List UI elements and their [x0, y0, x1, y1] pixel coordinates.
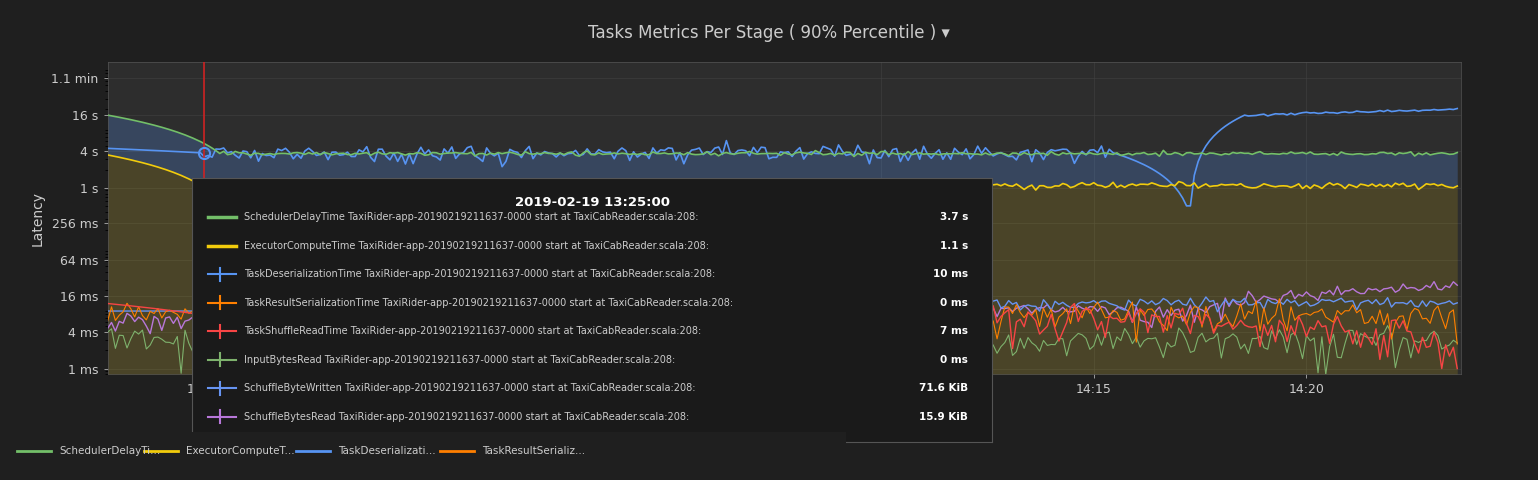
Text: TaskDeserializationTime TaxiRider-app-20190219211637-0000 start at TaxiCabReader: TaskDeserializationTime TaxiRider-app-20… — [245, 269, 715, 279]
Text: TaskResultSerializationTime TaxiRider-app-20190219211637-0000 start at TaxiCabRe: TaskResultSerializationTime TaxiRider-ap… — [245, 298, 734, 308]
Text: 2019-02-19 13:25:00: 2019-02-19 13:25:00 — [515, 196, 669, 209]
Text: SchedulerDelayTi...: SchedulerDelayTi... — [60, 446, 160, 456]
Text: TaskResultSerializ...: TaskResultSerializ... — [483, 446, 586, 456]
Text: TaskDeserializati...: TaskDeserializati... — [338, 446, 435, 456]
Text: ExecutorComputeTime TaxiRider-app-20190219211637-0000 start at TaxiCabReader.sca: ExecutorComputeTime TaxiRider-app-201902… — [245, 240, 709, 251]
Text: 1.1 s: 1.1 s — [940, 240, 967, 251]
Text: 7 ms: 7 ms — [940, 326, 967, 336]
Text: SchuffleByteWritten TaxiRider-app-20190219211637-0000 start at TaxiCabReader.sca: SchuffleByteWritten TaxiRider-app-201902… — [245, 383, 695, 393]
Text: ExecutorComputeT...: ExecutorComputeT... — [186, 446, 295, 456]
Text: 15.9 KiB: 15.9 KiB — [920, 412, 967, 422]
Text: SchuffleBytesRead TaxiRider-app-20190219211637-0000 start at TaxiCabReader.scala: SchuffleBytesRead TaxiRider-app-20190219… — [245, 412, 689, 422]
Text: Tasks Metrics Per Stage ( 90% Percentile ) ▾: Tasks Metrics Per Stage ( 90% Percentile… — [588, 24, 950, 42]
Text: 10 ms: 10 ms — [934, 269, 967, 279]
Text: 0 ms: 0 ms — [940, 298, 967, 308]
Text: SchedulerDelayTime TaxiRider-app-20190219211637-0000 start at TaxiCabReader.scal: SchedulerDelayTime TaxiRider-app-2019021… — [245, 212, 698, 222]
Text: TaskShuffleReadTime TaxiRider-app-20190219211637-0000 start at TaxiCabReader.sca: TaskShuffleReadTime TaxiRider-app-201902… — [245, 326, 701, 336]
Text: 0 ms: 0 ms — [940, 355, 967, 365]
Text: InputBytesRead TaxiRider-app-20190219211637-0000 start at TaxiCabReader.scala:20: InputBytesRead TaxiRider-app-20190219211… — [245, 355, 675, 365]
Text: 3.7 s: 3.7 s — [940, 212, 967, 222]
Y-axis label: Latency: Latency — [31, 191, 45, 246]
Text: 71.6 KiB: 71.6 KiB — [918, 383, 967, 393]
